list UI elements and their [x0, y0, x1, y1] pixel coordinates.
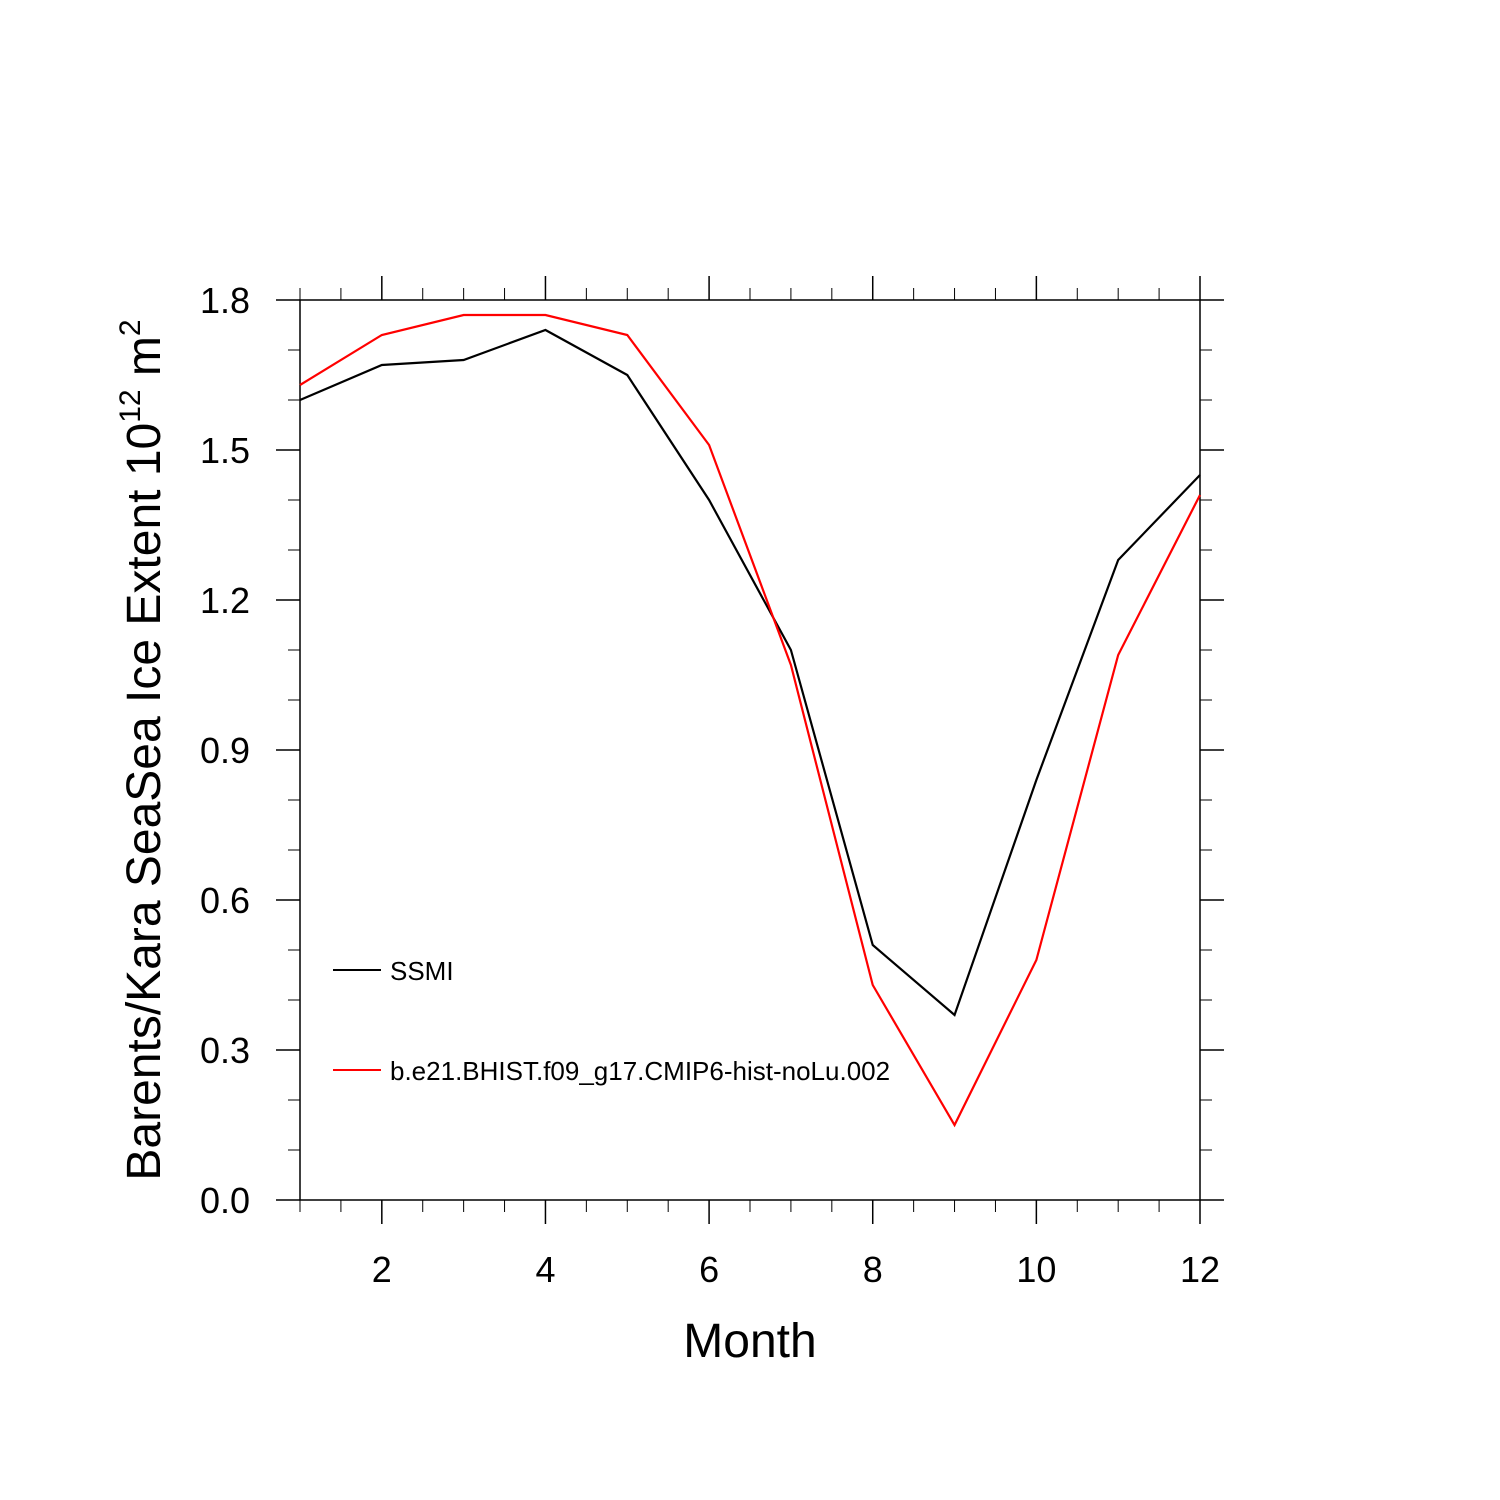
- y-axis-title: Barents/Kara SeaSea Ice Extent 1012 m2: [114, 319, 171, 1180]
- y-tick-label: 0.0: [200, 1180, 250, 1221]
- legend: SSMI b.e21.BHIST.f09_g17.CMIP6-hist-noLu…: [333, 956, 890, 1086]
- y-axis-title-unit: m: [118, 336, 171, 389]
- legend-label-ssmi: SSMI: [390, 956, 454, 986]
- x-tick-label: 12: [1180, 1249, 1220, 1290]
- y-tick-label: 1.2: [200, 580, 250, 621]
- x-tick-label: 10: [1016, 1249, 1056, 1290]
- minor-ticks: [288, 288, 1212, 1212]
- y-tick-label: 0.9: [200, 730, 250, 771]
- y-axis-title-superscript-1: 12: [114, 389, 147, 422]
- y-tick-label: 1.8: [200, 280, 250, 321]
- series-line-0: [299, 328, 1201, 1017]
- x-tick-label: 8: [863, 1249, 883, 1290]
- y-tick-label: 0.6: [200, 880, 250, 921]
- y-tick-labels: 0.0 0.3 0.6 0.9 1.2 1.5 1.8: [200, 280, 250, 1221]
- x-tick-label: 6: [699, 1249, 719, 1290]
- x-axis-title: Month: [683, 1315, 816, 1368]
- series-lines: [299, 313, 1201, 1128]
- x-tick-label: 4: [535, 1249, 555, 1290]
- legend-label-model: b.e21.BHIST.f09_g17.CMIP6-hist-noLu.002: [390, 1056, 890, 1086]
- y-tick-label: 1.5: [200, 430, 250, 471]
- x-tick-label: 2: [372, 1249, 392, 1290]
- x-tick-labels: 2 4 6 8 10 12: [372, 1249, 1220, 1290]
- y-tick-label: 0.3: [200, 1030, 250, 1071]
- y-axis-title-superscript-2: 2: [114, 319, 147, 336]
- y-axis-title-main: Barents/Kara SeaSea Ice Extent 10: [118, 423, 171, 1181]
- major-ticks: [276, 276, 1224, 1224]
- series-line-1: [299, 313, 1201, 1128]
